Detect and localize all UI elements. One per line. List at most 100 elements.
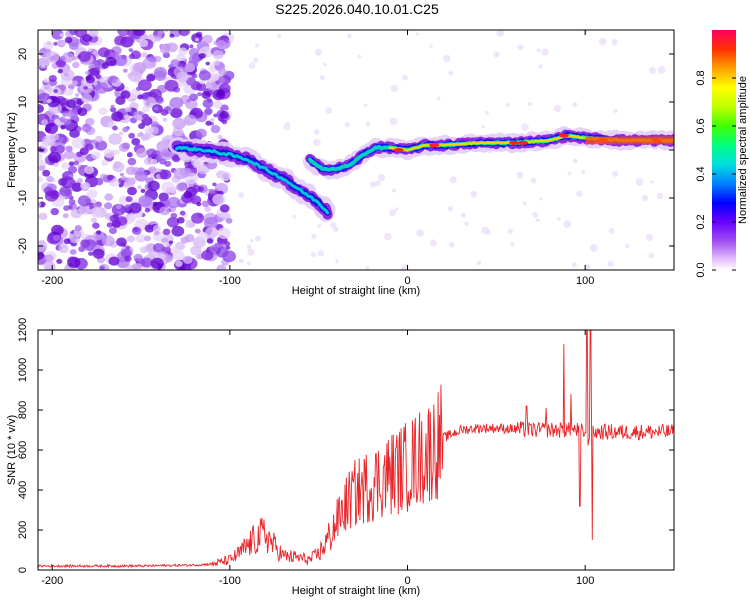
- noise-blob: [108, 256, 120, 266]
- noise-blob: [87, 47, 93, 52]
- bottom-x-tick-label: 100: [576, 575, 594, 587]
- ridge-hotspot: [558, 133, 569, 138]
- noise-blob: [170, 212, 178, 219]
- noise-blob: [98, 107, 108, 115]
- noise-blob: [78, 246, 85, 252]
- noise-blob: [56, 258, 63, 264]
- noise-blob: [191, 212, 205, 224]
- noise-blob: [201, 200, 210, 208]
- noise-blob-sparse: [645, 233, 653, 241]
- noise-blob: [189, 93, 199, 102]
- noise-blob: [176, 71, 189, 83]
- noise-blob: [169, 96, 184, 109]
- noise-blob-sparse: [317, 250, 325, 257]
- noise-blob: [115, 96, 126, 105]
- noise-blob: [42, 169, 51, 177]
- noise-blob-sparse: [484, 110, 489, 115]
- noise-blob-sparse: [319, 75, 325, 81]
- noise-blob: [216, 40, 227, 50]
- noise-blob: [141, 113, 148, 119]
- noise-blob: [168, 240, 174, 245]
- noise-blob: [153, 106, 159, 111]
- noise-blob: [159, 169, 172, 180]
- noise-blob: [202, 34, 213, 44]
- noise-blob-sparse: [485, 230, 491, 235]
- noise-blob: [135, 212, 143, 219]
- noise-blob: [140, 188, 146, 193]
- noise-blob-sparse: [374, 180, 381, 187]
- noise-blob: [92, 49, 98, 54]
- noise-blob: [121, 242, 127, 247]
- noise-blob-sparse: [390, 84, 398, 93]
- noise-blob: [158, 158, 167, 165]
- noise-blob: [50, 207, 60, 216]
- noise-blob-sparse: [238, 192, 245, 199]
- noise-blob-sparse: [365, 266, 370, 270]
- noise-blob: [198, 231, 208, 241]
- noise-blob: [46, 175, 54, 183]
- noise-blob: [224, 241, 231, 247]
- noise-blob: [157, 30, 164, 35]
- noise-blob: [103, 148, 115, 159]
- noise-blob-sparse: [556, 216, 561, 221]
- noise-blob: [142, 132, 151, 141]
- noise-blob: [137, 94, 144, 100]
- colorbar-tick-label: 0.6: [695, 118, 707, 133]
- noise-blob: [133, 110, 146, 121]
- noise-blob-sparse: [539, 196, 543, 201]
- noise-blob: [57, 69, 63, 74]
- noise-blob: [44, 126, 52, 133]
- noise-blob-sparse: [612, 170, 619, 177]
- noise-blob-sparse: [447, 205, 454, 212]
- noise-blob: [53, 162, 59, 168]
- noise-blob: [217, 67, 227, 76]
- noise-blob: [173, 167, 188, 180]
- noise-blob: [64, 36, 73, 44]
- noise-blob: [171, 225, 185, 237]
- noise-blob-sparse: [611, 39, 618, 46]
- noise-blob: [115, 204, 122, 210]
- noise-blob: [77, 107, 88, 117]
- noise-blob: [127, 214, 137, 222]
- noise-blob: [85, 143, 94, 151]
- noise-blob: [54, 144, 65, 154]
- noise-blob: [72, 61, 80, 69]
- noise-blob: [191, 73, 198, 79]
- noise-blob: [175, 260, 183, 267]
- top-y-tick-label: 20: [17, 48, 29, 60]
- noise-blob: [120, 248, 132, 258]
- noise-blob: [88, 30, 99, 38]
- noise-blob: [101, 159, 109, 167]
- noise-blob-sparse: [507, 228, 514, 235]
- noise-blob: [38, 212, 48, 221]
- noise-blob: [208, 188, 216, 195]
- noise-blob: [128, 132, 136, 139]
- noise-blob: [219, 170, 232, 182]
- noise-blob-sparse: [249, 238, 254, 243]
- noise-blob: [164, 254, 174, 263]
- noise-blob: [69, 249, 77, 255]
- noise-blob: [101, 62, 109, 69]
- noise-blob: [120, 175, 127, 181]
- noise-blob: [146, 148, 157, 158]
- noise-blob-sparse: [572, 158, 578, 164]
- noise-blob: [206, 238, 214, 244]
- noise-blob: [135, 233, 147, 243]
- noise-blob: [114, 35, 126, 46]
- bottom-y-tick-label: 0: [17, 567, 29, 573]
- top-x-tick-label: -100: [219, 275, 241, 287]
- top-y-tick-label: 10: [17, 96, 29, 108]
- noise-blob-sparse: [584, 263, 591, 270]
- noise-blob: [169, 33, 175, 38]
- noise-blob-sparse: [476, 260, 482, 266]
- snr-series-line: [38, 330, 674, 569]
- noise-blob-sparse: [641, 194, 649, 202]
- noise-blob: [77, 178, 83, 183]
- noise-blob: [138, 39, 149, 48]
- noise-blob-sparse: [521, 123, 529, 131]
- noise-blob: [148, 168, 153, 172]
- noise-blob: [212, 182, 217, 187]
- noise-blob: [44, 254, 54, 263]
- noise-blob: [126, 235, 136, 243]
- noise-blob-sparse: [247, 248, 255, 256]
